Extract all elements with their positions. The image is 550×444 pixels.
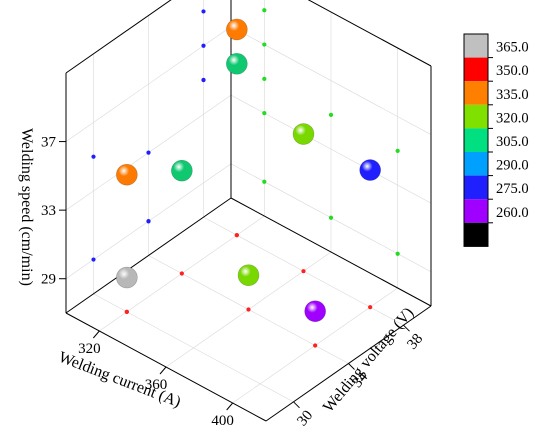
y-tick	[403, 324, 410, 332]
floor-projection-dot	[124, 309, 129, 314]
y-tick	[348, 363, 355, 370]
left-wall-projection-dot	[201, 77, 206, 83]
x-tick	[159, 366, 167, 375]
colorbar-band	[464, 81, 488, 105]
colorbar-frame	[463, 33, 489, 247]
left-wall-projection-dot	[146, 219, 151, 224]
left-wall-projection-dot	[146, 150, 151, 155]
colorbar-tick-label: 335.0	[496, 87, 529, 103]
projection-dots	[91, 8, 400, 348]
back-wall-projection-dot	[262, 8, 267, 13]
colorbar-tick-label: 290.0	[496, 158, 529, 174]
data-points	[116, 18, 381, 323]
colorbar-tick-label: 305.0	[496, 134, 529, 150]
back-wall-projection-dot	[328, 112, 334, 117]
back-wall-projection-dot	[395, 148, 400, 153]
x-tick-label: 360	[145, 377, 168, 393]
floor-projection-dot	[179, 271, 184, 276]
z-tick-label: 37	[41, 135, 57, 151]
back-wall-projection-dot	[262, 111, 267, 116]
z-tick-label: 33	[41, 203, 56, 219]
axis-box-edge	[307, 0, 432, 67]
colorbar-band	[464, 128, 488, 152]
z-axis-label: Welding speed (cm/min)	[18, 128, 35, 286]
data-point-sphere	[226, 18, 248, 41]
data-point-sphere	[292, 123, 315, 145]
data-point-sphere	[237, 264, 260, 287]
colorbar-band	[464, 34, 488, 58]
colorbar-band	[464, 175, 488, 200]
colorbar-tick-label: 275.0	[496, 181, 529, 197]
left-wall-projection-dot	[91, 257, 96, 262]
colorbar-band	[464, 152, 488, 176]
floor-projection-dot	[313, 343, 318, 348]
axis-box-edge	[65, 0, 172, 74]
y-tick	[293, 401, 300, 409]
left-wall-projection-dot	[201, 9, 206, 14]
back-wall-projection-dot	[262, 76, 267, 81]
left-wall-projection-dot	[201, 43, 206, 48]
x-tick-label: 320	[78, 341, 101, 357]
colorbar-band	[464, 104, 488, 129]
floor-projection-dot	[368, 305, 373, 310]
data-point-sphere	[359, 159, 381, 181]
colorbar-tick-label: 350.0	[496, 63, 529, 79]
axis-box-edge	[65, 197, 232, 314]
x-tick	[226, 402, 234, 411]
left-wall-projection-dot	[91, 154, 96, 159]
colorbar-tick-label: 320.0	[496, 110, 529, 126]
colorbar-tick-label: 365.0	[496, 40, 529, 56]
back-wall-projection-dot	[395, 251, 400, 256]
x-tick-label: 400	[211, 413, 234, 429]
back-wall-projection-dot	[262, 179, 267, 184]
colorbar: 365.0 350.0 335.0 320.0 305.0 290.0 275.0 260.0	[463, 33, 529, 247]
data-point-sphere	[304, 300, 326, 323]
data-point-sphere	[116, 266, 138, 289]
colorbar-tick-label: 260.0	[496, 205, 529, 221]
floor-projection-dot	[246, 307, 251, 312]
y-tick-label: 30	[294, 408, 316, 430]
back-wall-projection-dot	[262, 42, 267, 47]
data-point-sphere	[171, 159, 193, 182]
floor-projection-dot	[234, 233, 239, 238]
data-point-sphere	[226, 52, 248, 75]
colorbar-band	[464, 222, 488, 247]
data-point-sphere	[116, 163, 138, 186]
back-wall-projection-dot	[328, 215, 334, 220]
floor-projection-dot	[301, 269, 306, 274]
axis-box-edge	[230, 197, 432, 307]
y-tick-label: 38	[404, 331, 426, 353]
z-tick-label: 29	[41, 272, 56, 288]
colorbar-band	[464, 199, 488, 223]
colorbar-band	[464, 57, 488, 82]
y-axis-label: Welding voltage (V)	[320, 304, 417, 415]
x-tick	[92, 330, 100, 339]
